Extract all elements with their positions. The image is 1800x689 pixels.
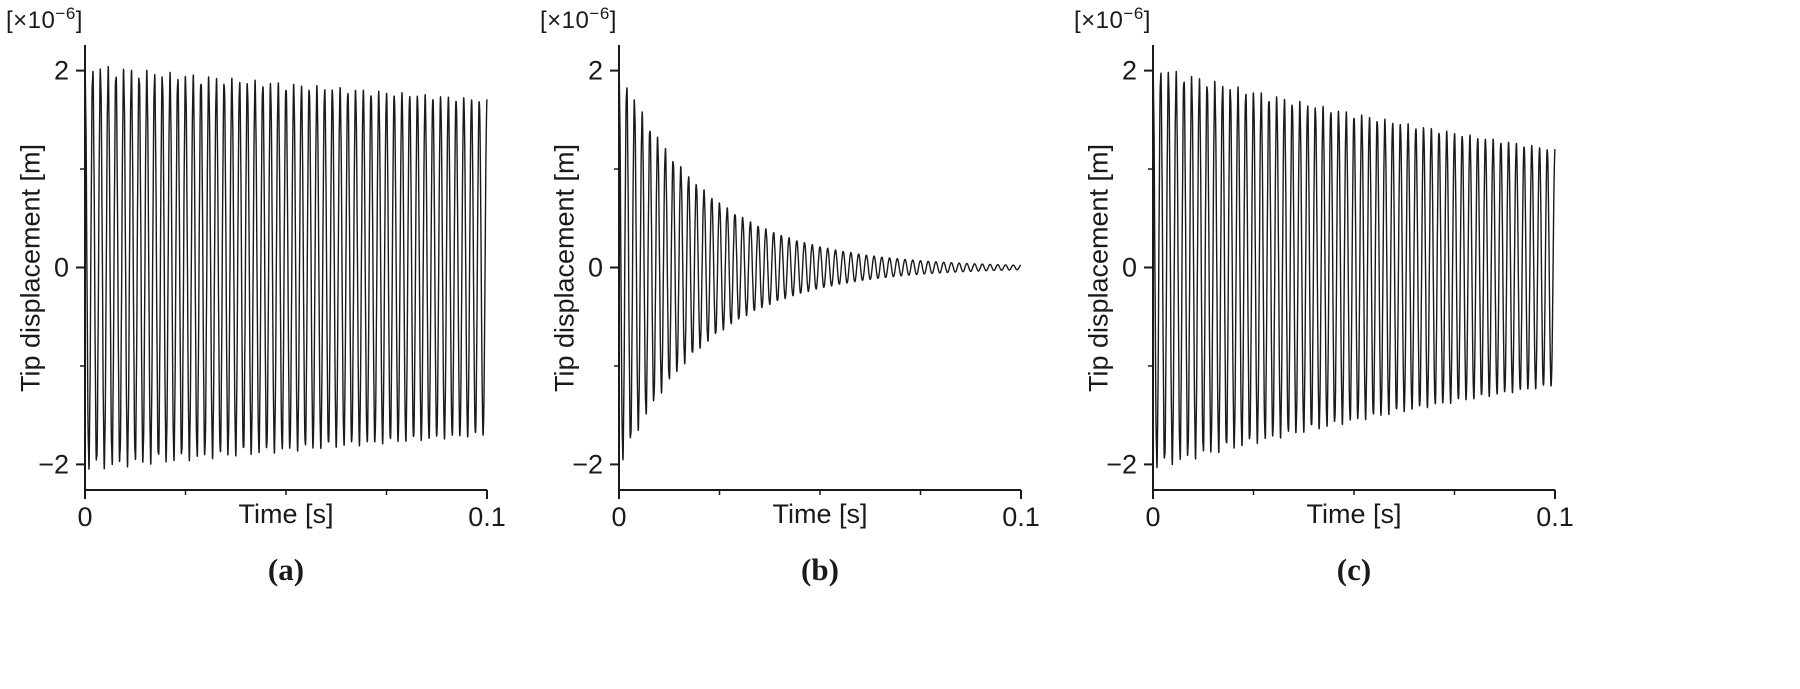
panel-a: [×10−6] Tip displacement [m] 2 0 −2 0 0.1 Ti… bbox=[0, 0, 534, 689]
panel-caption-a: (a) bbox=[267, 552, 305, 587]
y-scale-suffix: ] bbox=[1143, 7, 1151, 34]
x-tick-label: 0.1 bbox=[1536, 502, 1574, 532]
y-tick-label: 2 bbox=[1122, 56, 1137, 86]
panel-c: [×10−6] Tip displacement [m] 2 0 −2 0 0.1 Ti… bbox=[1068, 0, 1602, 689]
x-axis-title: Time [s] bbox=[772, 499, 868, 529]
y-tick-label: 0 bbox=[1122, 253, 1137, 283]
x-axis-title: Time [s] bbox=[1306, 499, 1402, 529]
y-tick-label: 0 bbox=[54, 253, 69, 283]
x-tick-label: 0.1 bbox=[468, 502, 506, 532]
waveform-plot-b: 2 0 −2 0 0.1 bbox=[572, 45, 1040, 532]
displacement-waveform bbox=[618, 64, 1022, 461]
y-tick-label: 2 bbox=[588, 56, 603, 86]
y-scale-exponent: −6 bbox=[55, 4, 76, 23]
y-scale-label: [×10−6] bbox=[540, 4, 617, 35]
panel-caption-c: (c) bbox=[1336, 552, 1372, 587]
x-axis-title: Time [s] bbox=[238, 499, 334, 529]
y-scale-suffix: ] bbox=[609, 7, 617, 34]
panel-caption-b: (b) bbox=[801, 552, 839, 587]
y-scale-prefix: [×10 bbox=[6, 7, 56, 34]
y-tick-label: −2 bbox=[1106, 449, 1137, 479]
waveform-plot-a: 2 0 −2 0 0.1 bbox=[38, 45, 506, 532]
y-scale-prefix: [×10 bbox=[1074, 7, 1124, 34]
y-scale-label: [×10−6] bbox=[6, 4, 83, 35]
y-tick-label: −2 bbox=[572, 449, 603, 479]
x-tick-label: 0.1 bbox=[1002, 502, 1040, 532]
x-tick-label: 0 bbox=[77, 502, 92, 532]
y-scale-exponent: −6 bbox=[1123, 4, 1144, 23]
y-tick-label: 0 bbox=[588, 253, 603, 283]
panel-b: [×10−6] Tip displacement [m] 2 0 −2 0 0.1 Ti… bbox=[534, 0, 1068, 689]
x-tick-label: 0 bbox=[611, 502, 626, 532]
displacement-waveform bbox=[1152, 64, 1556, 469]
y-tick-label: −2 bbox=[38, 449, 69, 479]
waveform-plot-c: 2 0 −2 0 0.1 bbox=[1106, 45, 1574, 532]
y-scale-label: [×10−6] bbox=[1074, 4, 1151, 35]
y-scale-suffix: ] bbox=[75, 7, 83, 34]
y-tick-label: 2 bbox=[54, 56, 69, 86]
displacement-waveform bbox=[84, 63, 488, 470]
x-tick-label: 0 bbox=[1145, 502, 1160, 532]
y-scale-exponent: −6 bbox=[589, 4, 610, 23]
y-scale-prefix: [×10 bbox=[540, 7, 590, 34]
